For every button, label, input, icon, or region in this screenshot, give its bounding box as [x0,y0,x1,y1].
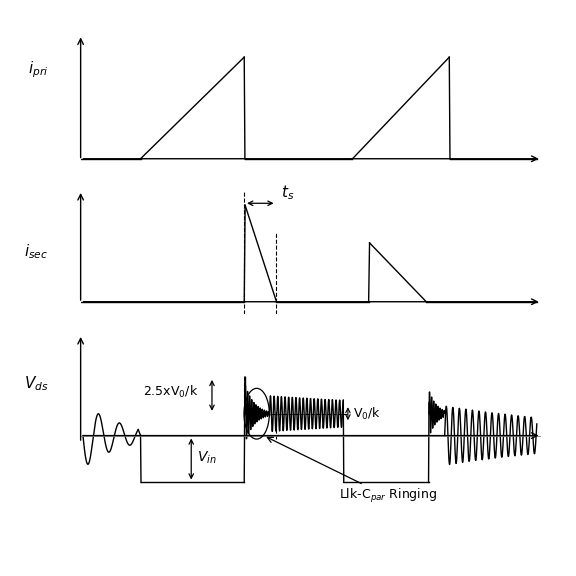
Text: V$_{ds}$: V$_{ds}$ [24,374,48,393]
Text: Llk-C$_{par}$ Ringing: Llk-C$_{par}$ Ringing [267,437,437,506]
Text: i$_{sec}$: i$_{sec}$ [24,242,48,262]
Text: t$_s$: t$_s$ [281,184,294,202]
Text: i$_{pri}$: i$_{pri}$ [28,59,48,80]
Text: 2.5xV$_0$/k: 2.5xV$_0$/k [143,384,198,400]
Text: V$_0$/k: V$_0$/k [353,406,381,422]
Text: V$_{in}$: V$_{in}$ [197,450,217,466]
